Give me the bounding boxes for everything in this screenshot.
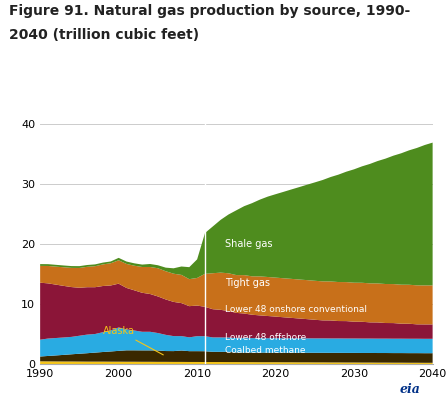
Text: Tight gas: Tight gas [225, 278, 269, 288]
Text: Coalbed methane: Coalbed methane [225, 346, 305, 355]
Text: Lower 48 onshore conventional: Lower 48 onshore conventional [225, 306, 367, 314]
Text: 2040 (trillion cubic feet): 2040 (trillion cubic feet) [9, 28, 199, 42]
Text: Shale gas: Shale gas [225, 239, 272, 249]
Text: Lower 48 offshore: Lower 48 offshore [225, 332, 306, 342]
Text: Alaska: Alaska [103, 326, 163, 355]
Text: Figure 91. Natural gas production by source, 1990-: Figure 91. Natural gas production by sou… [9, 4, 410, 18]
Text: eia: eia [400, 383, 421, 396]
